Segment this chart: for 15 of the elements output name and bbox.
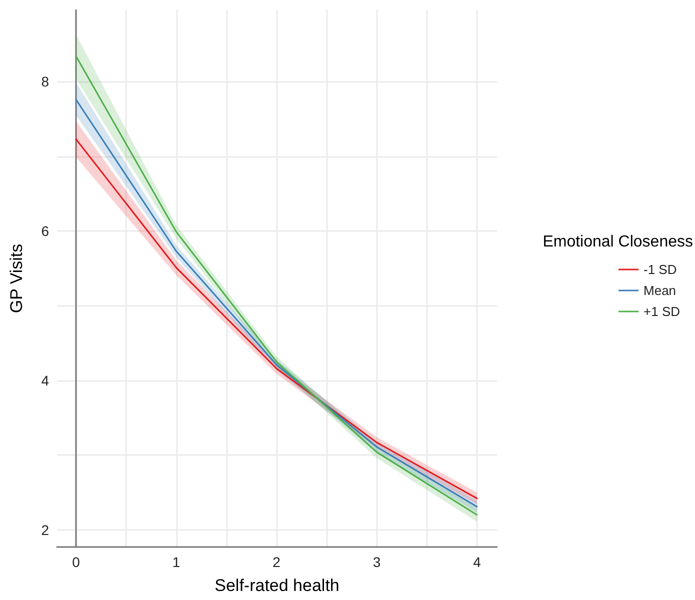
x-axis-title: Self-rated health [214, 576, 340, 595]
y-tick-label: 2 [41, 522, 50, 538]
y-tick-label: 4 [41, 372, 50, 388]
x-tick-label: 0 [72, 554, 80, 570]
x-tick-label: 1 [172, 554, 180, 570]
legend-label: Mean [644, 283, 676, 298]
y-tick-label: 6 [41, 223, 50, 240]
legend-label: -1 SD [644, 262, 677, 277]
x-tick-label: 3 [372, 554, 381, 570]
y-tick-label: 8 [41, 74, 50, 90]
x-tick-label: 4 [473, 554, 482, 570]
y-axis-title: GP Visits [7, 244, 26, 314]
x-tick-label: 2 [272, 554, 281, 570]
legend-title: Emotional Closeness [542, 234, 693, 250]
legend-label: +1 SD [644, 304, 680, 319]
